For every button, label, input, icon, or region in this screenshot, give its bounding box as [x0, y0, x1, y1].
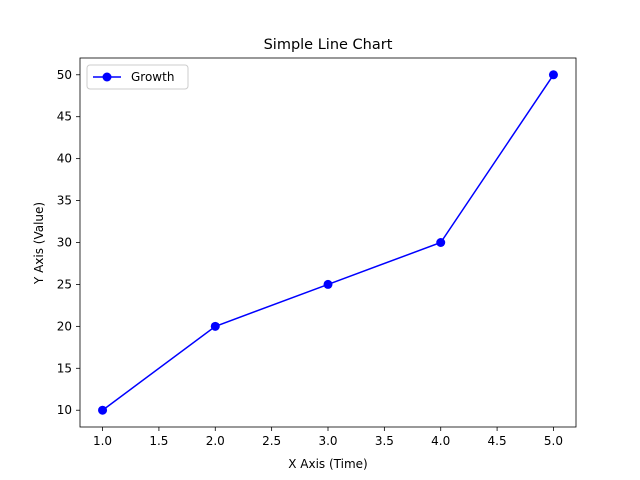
y-tick-label: 45: [57, 110, 72, 124]
data-point: [98, 405, 108, 415]
legend-marker: [102, 72, 112, 82]
legend-box: [86, 64, 189, 90]
y-tick-label: 20: [57, 319, 72, 333]
x-tick-label: 1.5: [149, 434, 168, 448]
y-tick-label: 40: [57, 152, 72, 166]
x-tick-label: 3.5: [375, 434, 394, 448]
plot-area: 1.0 1.5 2.0 2.5 3.0 3.5 4.0 4.5 5.0 10 15 20 25 30 35 4…: [57, 57, 577, 448]
x-tick-label: 5.0: [544, 434, 563, 448]
x-tick-label: 2.0: [206, 434, 225, 448]
x-tick-label: 3.0: [318, 434, 337, 448]
y-tick-label: 50: [57, 68, 72, 82]
y-tick-label: 10: [57, 403, 72, 417]
legend: Growth: [86, 64, 189, 90]
legend-label: Growth: [131, 70, 174, 84]
x-tick-label: 4.0: [431, 434, 450, 448]
data-point: [548, 70, 558, 80]
y-axis-label: Y Axis (Value): [32, 202, 46, 285]
y-tick-label: 35: [57, 194, 72, 208]
y-tick-label: 30: [57, 236, 72, 250]
data-point: [323, 279, 333, 289]
data-point: [436, 238, 446, 247]
x-axis-label: X Axis (Time): [288, 457, 367, 471]
y-tick-label: 25: [57, 277, 72, 291]
y-tick-label: 15: [57, 361, 72, 375]
x-tick-label: 4.5: [488, 434, 507, 448]
data-point: [210, 321, 220, 331]
x-tick-label: 2.5: [262, 434, 281, 448]
x-tick-label: 1.0: [93, 434, 112, 448]
chart-title: Simple Line Chart: [264, 37, 393, 53]
